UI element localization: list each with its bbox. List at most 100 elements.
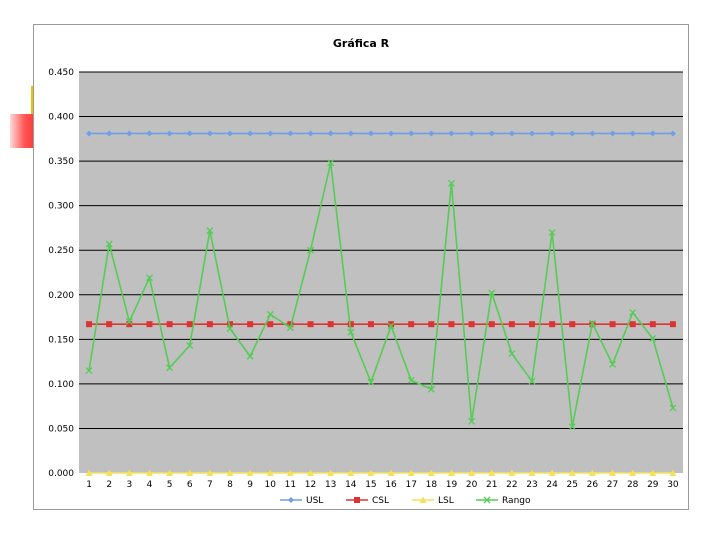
point-usl	[287, 130, 294, 137]
point-usl	[569, 130, 576, 137]
x-tick-label: 19	[446, 480, 458, 490]
range-chart: Gráfica R 0.000 0.050 0.100 0.150 0.200 0.250…	[48, 37, 683, 506]
legend-item-usl: USL	[280, 496, 323, 506]
point-csl	[649, 321, 656, 328]
point-usl	[468, 130, 475, 137]
x-tick-label: 20	[466, 480, 478, 490]
point-usl	[629, 130, 636, 137]
point-usl	[367, 130, 374, 137]
point-csl	[267, 321, 274, 328]
point-usl	[549, 130, 556, 137]
point-rango	[85, 367, 93, 374]
point-lsl	[286, 469, 294, 476]
x-tick-label: 7	[207, 480, 213, 490]
slide-accent-block-red	[10, 114, 34, 148]
legend-swatch-marker	[483, 496, 491, 504]
point-rango	[468, 417, 476, 425]
point-rango	[548, 228, 556, 236]
x-tick-label: 2	[106, 480, 112, 490]
point-usl	[267, 130, 274, 137]
point-csl	[468, 321, 475, 328]
series-usl	[86, 130, 676, 137]
x-tick-label: 10	[265, 480, 277, 490]
point-usl	[327, 130, 334, 137]
point-lsl	[447, 469, 455, 476]
legend-item-rango: Rango	[476, 496, 531, 506]
point-lsl	[226, 469, 234, 476]
point-lsl	[649, 469, 657, 476]
point-usl	[86, 130, 93, 137]
point-csl	[669, 321, 676, 328]
point-csl	[227, 321, 233, 328]
x-tick-label: 6	[187, 480, 193, 490]
point-lsl	[427, 469, 435, 476]
point-usl	[488, 130, 495, 137]
y-tick-label: 0.200	[48, 291, 74, 301]
x-tick-label: 4	[147, 480, 153, 490]
point-csl	[529, 321, 535, 328]
x-tick-label: 24	[546, 480, 558, 490]
point-lsl	[166, 469, 174, 476]
x-tick-label: 1	[86, 480, 92, 490]
point-lsl	[588, 469, 596, 476]
point-usl	[649, 130, 656, 137]
point-usl	[247, 130, 254, 137]
point-csl	[367, 321, 374, 328]
point-csl	[549, 321, 556, 328]
point-usl	[428, 130, 435, 137]
point-lsl	[347, 469, 355, 476]
point-rango	[629, 309, 637, 317]
x-tick-label: 17	[405, 480, 416, 490]
point-rango	[448, 179, 455, 187]
point-usl	[408, 130, 415, 137]
point-lsl	[266, 469, 274, 476]
point-csl	[86, 321, 93, 328]
point-usl	[589, 130, 596, 137]
point-rango	[327, 159, 335, 167]
point-usl	[609, 130, 616, 137]
point-usl	[106, 130, 113, 137]
point-lsl	[407, 469, 415, 476]
point-usl	[206, 130, 213, 137]
point-rango	[609, 360, 616, 368]
point-lsl	[568, 469, 576, 476]
point-lsl	[528, 469, 536, 476]
point-rango	[166, 364, 174, 372]
legend: USL CSL LSL Rango	[280, 496, 531, 506]
point-usl	[146, 130, 153, 137]
x-tick-label: 29	[647, 480, 659, 490]
point-rango	[528, 377, 536, 385]
legend-swatch-marker	[354, 497, 360, 503]
y-tick-label: 0.350	[48, 157, 74, 167]
point-usl	[508, 130, 515, 137]
point-csl	[448, 321, 455, 328]
point-lsl	[468, 469, 476, 476]
point-lsl	[125, 469, 133, 476]
point-usl	[347, 130, 354, 137]
slide-accent-bar-yellow	[31, 86, 34, 118]
x-tick-label: 26	[587, 480, 599, 490]
x-tick-label: 18	[426, 480, 438, 490]
point-csl	[629, 321, 636, 328]
point-csl	[166, 321, 173, 328]
legend-swatch-marker	[419, 496, 427, 503]
point-lsl	[669, 469, 677, 476]
x-tick-label: 12	[305, 480, 316, 490]
point-lsl	[105, 469, 113, 476]
point-rango	[407, 376, 415, 384]
point-rango	[105, 240, 113, 248]
x-axis-ticks: 1 2 3 4 5 6 7 8 9 10 11 12 13 14 15 16 17 18 19 20 21 22 23 24 2…	[86, 480, 679, 490]
x-tick-label: 22	[506, 480, 517, 490]
point-lsl	[186, 469, 194, 476]
point-usl	[227, 130, 233, 137]
point-csl	[347, 321, 354, 328]
x-tick-label: 21	[486, 480, 497, 490]
point-rango	[206, 227, 214, 235]
point-rango	[146, 274, 153, 282]
legend-item-csl: CSL	[346, 496, 389, 506]
point-lsl	[387, 469, 395, 476]
point-rango	[649, 334, 657, 342]
x-tick-label: 8	[227, 480, 233, 490]
point-rango	[186, 342, 194, 350]
y-tick-label: 0.100	[48, 380, 74, 390]
